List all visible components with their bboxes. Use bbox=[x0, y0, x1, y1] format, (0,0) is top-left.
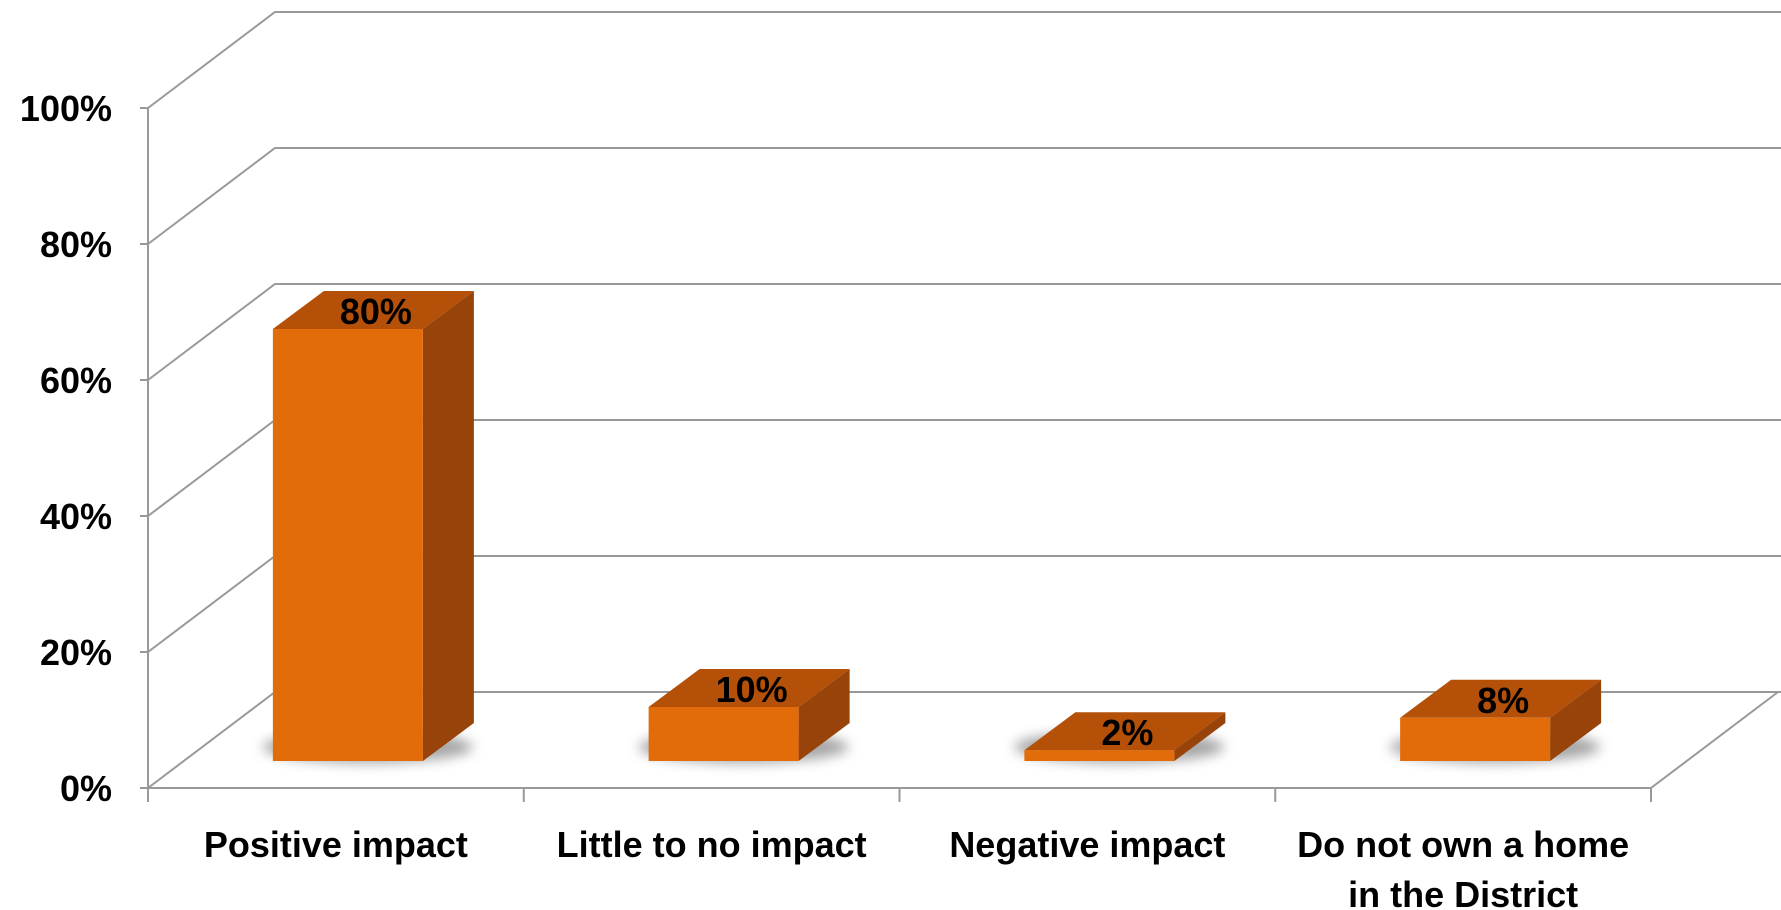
category-label: Negative impact bbox=[949, 824, 1225, 865]
category-label: Do not own a home in the District bbox=[1297, 824, 1629, 910]
y-tick-label: 60% bbox=[40, 360, 112, 401]
gridline bbox=[147, 147, 1781, 245]
bar bbox=[1400, 717, 1551, 761]
y-tick-label: 0% bbox=[60, 768, 112, 809]
bar-top-face bbox=[1400, 679, 1602, 718]
bar bbox=[272, 329, 423, 761]
bar bbox=[648, 707, 799, 761]
floor-right-edge bbox=[1650, 691, 1779, 789]
y-tick-label: 40% bbox=[40, 496, 112, 537]
category-label-line: in the District bbox=[1348, 874, 1578, 910]
category-label-line: Positive impact bbox=[204, 824, 468, 865]
category-label-line: Little to no impact bbox=[557, 824, 867, 865]
labels: 0% 20% 40% 60% 80% 100% 80% Positive impact 10% L… bbox=[20, 88, 1629, 910]
data-label: 10% bbox=[716, 669, 788, 710]
bar-side-face bbox=[1550, 679, 1602, 761]
bars bbox=[262, 291, 1602, 763]
bar-top-face bbox=[1024, 712, 1226, 751]
bar-top-face bbox=[272, 291, 474, 329]
category-label: Positive impact bbox=[204, 824, 468, 865]
data-label: 2% bbox=[1101, 712, 1153, 753]
y-tick-label: 20% bbox=[40, 632, 112, 673]
bar-side-face bbox=[422, 291, 474, 761]
category-label: Little to no impact bbox=[557, 824, 867, 865]
gridline bbox=[147, 283, 1781, 381]
data-label: 8% bbox=[1477, 680, 1529, 721]
bar-side-face bbox=[1174, 712, 1226, 761]
category-label-line: Negative impact bbox=[949, 824, 1225, 865]
y-tick-label: 80% bbox=[40, 224, 112, 265]
y-tick-label: 100% bbox=[20, 88, 112, 129]
bar bbox=[1024, 750, 1175, 761]
data-label: 80% bbox=[340, 291, 412, 332]
axes bbox=[140, 107, 1779, 802]
bar-top-face bbox=[648, 669, 850, 707]
gridline bbox=[147, 11, 1781, 109]
bar-side-face bbox=[798, 669, 850, 761]
category-label-line: Do not own a home bbox=[1297, 824, 1629, 865]
